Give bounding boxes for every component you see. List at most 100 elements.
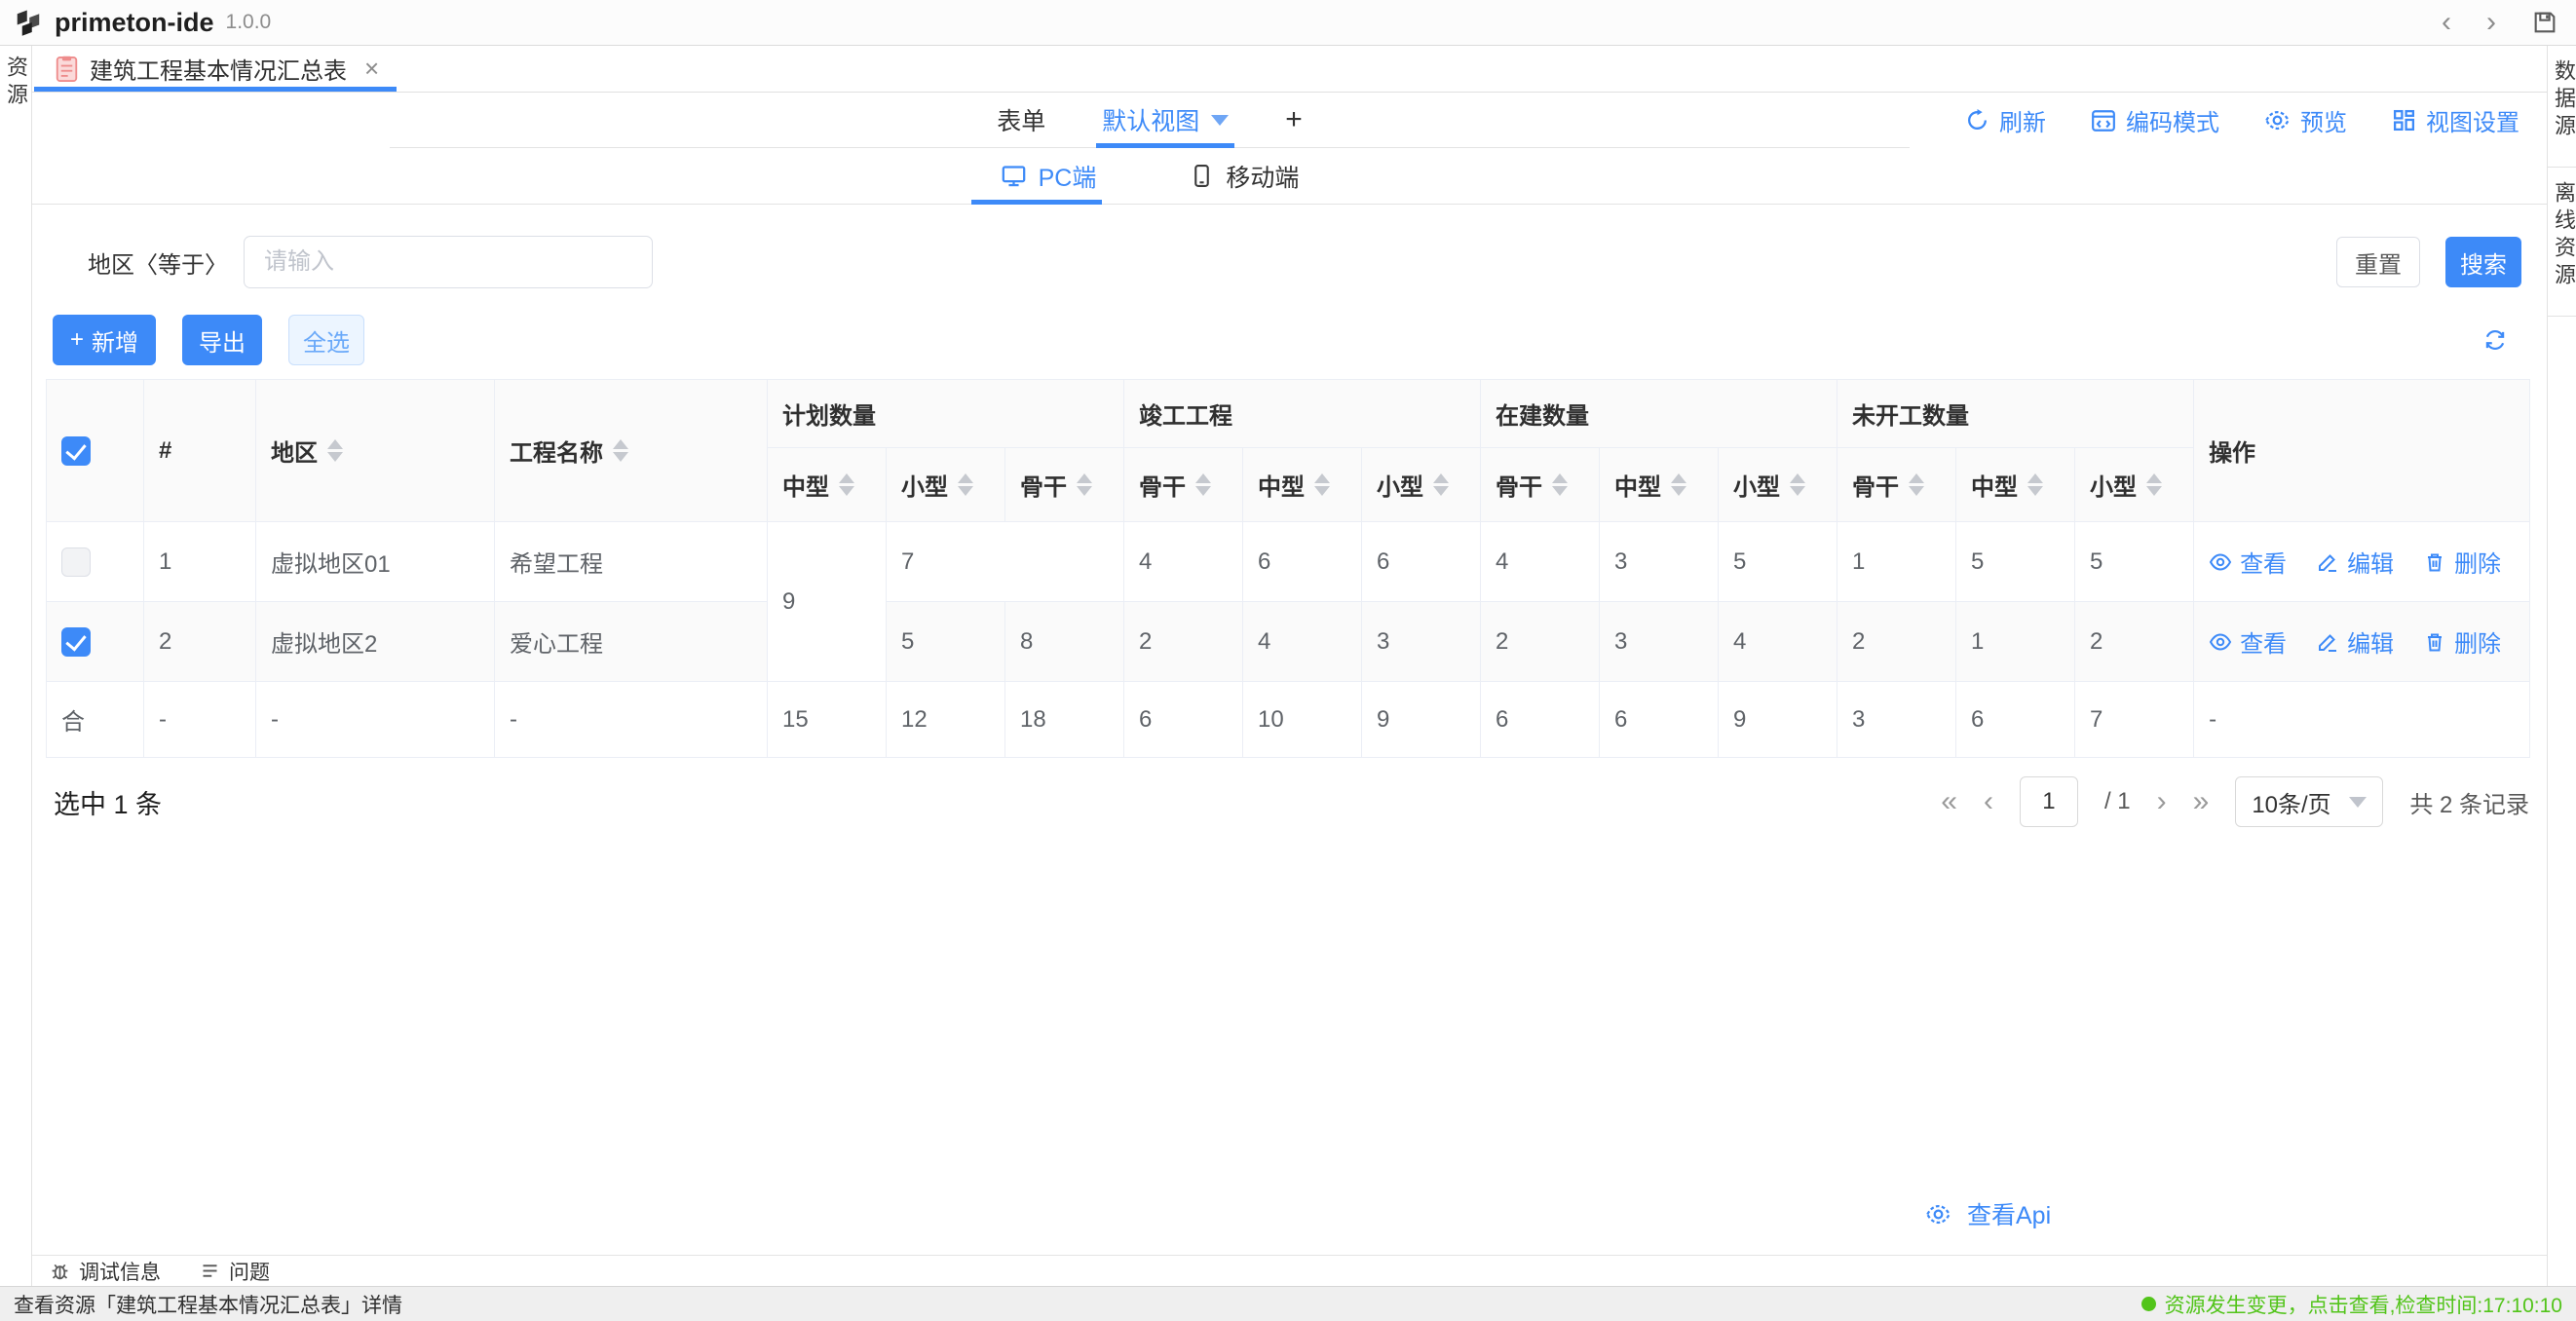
debug-info-tab[interactable]: 调试信息: [50, 1257, 161, 1286]
sort-icon[interactable]: [1077, 473, 1092, 496]
sub-header: 小型: [1361, 447, 1482, 522]
reset-button[interactable]: 重置: [2336, 237, 2420, 287]
table-toolbar: + 新增 导出 全选: [46, 315, 2533, 365]
view-settings-button[interactable]: 视图设置: [2392, 103, 2519, 137]
sort-icon[interactable]: [1790, 473, 1806, 496]
group-header-planned: 计划数量: [766, 379, 1125, 448]
sub-header: 中型: [1955, 447, 2076, 522]
titlebar: primeton-ide 1.0.0 ‹ ›: [0, 0, 2576, 46]
select-all-checkbox[interactable]: [61, 435, 91, 466]
table-row: 2 虚拟地区2 爱心工程 5 8 2 4 3 2 3 4: [46, 601, 2530, 682]
add-view-tab-button[interactable]: +: [1285, 103, 1303, 135]
sort-icon[interactable]: [1314, 473, 1331, 496]
tab-pc[interactable]: PC端: [970, 148, 1103, 205]
sort-icon[interactable]: [839, 473, 854, 496]
sort-icon[interactable]: [613, 439, 628, 462]
export-button[interactable]: 导出: [182, 315, 262, 365]
select-caret-icon: [2349, 796, 2368, 808]
group-header-inprogress: 在建数量: [1480, 379, 1838, 448]
status-left-text[interactable]: 查看资源「建筑工程基本情况汇总表」详情: [14, 1294, 402, 1317]
col-header-index: #: [143, 379, 256, 522]
problems-tab[interactable]: 问题: [200, 1257, 270, 1286]
status-change-notice[interactable]: 资源发生变更，点击查看,检查时间:17:10:10: [2140, 1290, 2562, 1319]
row-checkbox[interactable]: [61, 547, 91, 577]
table-footer: 选中 1 条 « ‹ 1 / 1 › » 10条/页 共 2 条记录: [46, 772, 2533, 832]
bottom-panel-bar: 调试信息 问题: [32, 1255, 2547, 1286]
right-rail: 数据源 离线资源: [2547, 46, 2576, 1286]
col-header-operations: 操作: [2193, 379, 2530, 522]
delete-link[interactable]: 删除: [2423, 624, 2501, 659]
page-size-select[interactable]: 10条/页: [2235, 776, 2384, 827]
edit-pencil-icon: [2316, 630, 2339, 654]
view-link[interactable]: 查看: [2209, 545, 2287, 579]
trash-icon: [2423, 630, 2446, 654]
tab-default-view[interactable]: 默认视图: [1096, 93, 1235, 148]
view-api-link[interactable]: 查看Api: [1925, 1196, 2051, 1231]
search-button[interactable]: 搜索: [2445, 237, 2521, 287]
datasource-rail-tab[interactable]: 数据源: [2548, 46, 2576, 168]
data-table: # 地区 工程名称 计划数量 竣工工程 在建数量 未开工数量 操作 中型: [46, 379, 2530, 758]
prev-page-icon[interactable]: ‹: [1983, 785, 1993, 817]
group-header-notstarted: 未开工数量: [1837, 379, 2195, 448]
sort-icon[interactable]: [1433, 473, 1450, 496]
sub-header: 小型: [886, 447, 1005, 522]
group-header-completed: 竣工工程: [1123, 379, 1482, 448]
sort-icon[interactable]: [1195, 473, 1212, 496]
edit-link[interactable]: 编辑: [2316, 545, 2394, 579]
device-tabbar: PC端 移动端: [32, 148, 2547, 205]
resources-rail-tab[interactable]: 资源: [4, 56, 28, 110]
row-checkbox[interactable]: [61, 626, 91, 657]
code-mode-button[interactable]: 编码模式: [2091, 103, 2219, 137]
col-header-region: 地区: [255, 379, 495, 522]
sub-header: 小型: [1718, 447, 1838, 522]
table-refresh-icon[interactable]: [2482, 327, 2508, 353]
preview-button[interactable]: 预览: [2264, 103, 2347, 137]
sub-header: 骨干: [1004, 447, 1125, 522]
save-icon[interactable]: [2531, 9, 2558, 36]
editor-tab[interactable]: 建筑工程基本情况汇总表 ×: [32, 46, 398, 92]
tab-mobile[interactable]: 移动端: [1190, 148, 1299, 204]
sub-header: 小型: [2074, 447, 2195, 522]
offline-resources-rail-tab[interactable]: 离线资源: [2548, 168, 2576, 317]
sub-header: 骨干: [1480, 447, 1601, 522]
first-page-icon[interactable]: «: [1941, 785, 1957, 817]
sort-icon[interactable]: [1552, 473, 1569, 496]
sort-icon[interactable]: [327, 439, 343, 462]
sub-header: 骨干: [1837, 447, 1957, 522]
plus-icon: +: [69, 326, 84, 353]
view-link[interactable]: 查看: [2209, 624, 2287, 659]
eye-icon: [2209, 630, 2232, 654]
summary-row: 合 - - - 15 12 18 6 10 9 6: [46, 681, 2530, 758]
close-tab-icon[interactable]: ×: [364, 54, 380, 83]
col-header-project: 工程名称: [494, 379, 768, 522]
delete-link[interactable]: 删除: [2423, 545, 2501, 579]
add-button[interactable]: + 新增: [53, 315, 156, 365]
sub-header: 骨干: [1123, 447, 1244, 522]
refresh-button[interactable]: 刷新: [1965, 103, 2046, 137]
last-page-icon[interactable]: »: [2192, 785, 2210, 817]
back-icon[interactable]: ‹: [2442, 6, 2451, 38]
sort-icon[interactable]: [958, 473, 973, 496]
tab-form[interactable]: 表单: [997, 108, 1046, 135]
region-filter-input[interactable]: [244, 236, 653, 288]
dropdown-caret-icon[interactable]: [1211, 114, 1230, 126]
form-document-icon: [56, 56, 78, 83]
sub-header: 中型: [767, 447, 887, 522]
view-toolbar: 表单 默认视图 + 刷新 编码模式: [32, 93, 2547, 148]
sort-icon[interactable]: [2146, 473, 2163, 496]
header-checkbox-cell: [46, 379, 144, 522]
sub-header: 中型: [1242, 447, 1363, 522]
sort-icon[interactable]: [2027, 473, 2044, 496]
sub-header: 中型: [1599, 447, 1720, 522]
selected-count: 选中 1 条: [54, 789, 163, 819]
edit-link[interactable]: 编辑: [2316, 624, 2394, 659]
page-total: / 1: [2103, 788, 2131, 814]
next-page-icon[interactable]: ›: [2156, 785, 2167, 817]
preview-eye-icon: [2264, 107, 2291, 133]
sort-icon[interactable]: [1671, 473, 1687, 496]
edit-pencil-icon: [2316, 550, 2339, 574]
forward-icon[interactable]: ›: [2486, 6, 2496, 38]
sort-icon[interactable]: [1909, 473, 1925, 496]
select-all-button[interactable]: 全选: [288, 315, 364, 365]
current-page-input[interactable]: 1: [2019, 776, 2078, 827]
